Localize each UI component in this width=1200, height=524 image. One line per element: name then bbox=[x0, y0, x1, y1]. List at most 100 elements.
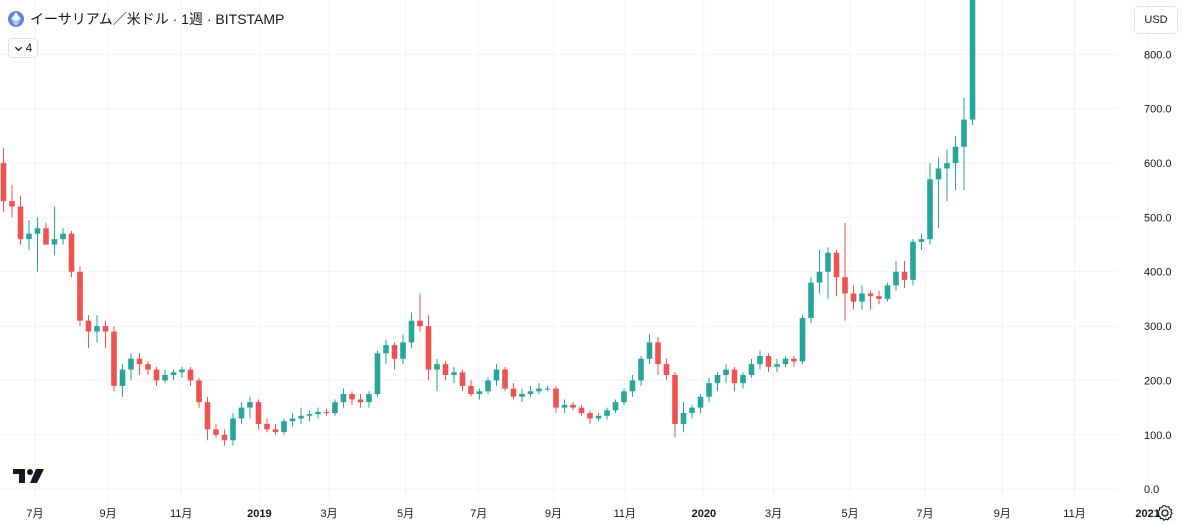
candle[interactable] bbox=[136, 353, 143, 375]
candle[interactable] bbox=[816, 250, 823, 294]
candle[interactable] bbox=[850, 285, 857, 310]
candle[interactable] bbox=[383, 339, 389, 365]
candle[interactable] bbox=[349, 391, 355, 405]
candle[interactable] bbox=[672, 372, 678, 438]
candle[interactable] bbox=[434, 358, 440, 392]
candle[interactable] bbox=[680, 402, 687, 433]
candle[interactable] bbox=[306, 410, 313, 422]
candle[interactable] bbox=[340, 388, 347, 408]
candle[interactable] bbox=[587, 410, 593, 424]
candle[interactable] bbox=[17, 195, 24, 245]
candle[interactable] bbox=[884, 282, 891, 302]
candle[interactable] bbox=[859, 285, 865, 310]
candle[interactable] bbox=[757, 350, 763, 370]
candle[interactable] bbox=[272, 423, 279, 435]
candle[interactable] bbox=[833, 250, 840, 297]
candle[interactable] bbox=[901, 260, 908, 289]
candle[interactable] bbox=[170, 369, 177, 381]
candle[interactable] bbox=[68, 230, 75, 278]
candle[interactable] bbox=[9, 184, 15, 218]
candle[interactable] bbox=[34, 217, 41, 272]
candles[interactable] bbox=[0, 0, 976, 446]
candle[interactable] bbox=[519, 388, 525, 403]
candle[interactable] bbox=[867, 290, 874, 310]
candle[interactable] bbox=[425, 315, 432, 381]
candle[interactable] bbox=[825, 247, 831, 299]
candle[interactable] bbox=[204, 396, 211, 441]
candle[interactable] bbox=[961, 97, 967, 191]
candle[interactable] bbox=[391, 342, 398, 370]
candle[interactable] bbox=[935, 157, 942, 229]
candle[interactable] bbox=[740, 372, 746, 389]
candle[interactable] bbox=[366, 391, 372, 408]
candle[interactable] bbox=[714, 372, 721, 392]
candle[interactable] bbox=[663, 358, 670, 381]
candle[interactable] bbox=[442, 361, 449, 381]
candle[interactable] bbox=[544, 385, 551, 392]
candle[interactable] bbox=[26, 220, 32, 250]
candle[interactable] bbox=[952, 135, 959, 191]
candle[interactable] bbox=[621, 388, 627, 405]
candle[interactable] bbox=[612, 399, 619, 414]
candle[interactable] bbox=[85, 315, 92, 348]
candle[interactable] bbox=[119, 364, 126, 397]
candle[interactable] bbox=[774, 358, 780, 373]
candle[interactable] bbox=[944, 149, 950, 202]
indicators-toggle[interactable]: 4 bbox=[8, 38, 38, 58]
candle[interactable] bbox=[969, 0, 976, 125]
candle[interactable] bbox=[264, 418, 270, 433]
candle[interactable] bbox=[706, 377, 712, 403]
candle[interactable] bbox=[510, 383, 517, 400]
candle[interactable] bbox=[128, 353, 134, 381]
candle[interactable] bbox=[493, 364, 500, 386]
settings-icon[interactable] bbox=[1156, 504, 1174, 522]
candle[interactable] bbox=[731, 366, 738, 392]
currency-button[interactable]: USD bbox=[1134, 6, 1178, 34]
candle[interactable] bbox=[221, 429, 228, 446]
candle[interactable] bbox=[459, 369, 466, 392]
candle[interactable] bbox=[748, 358, 755, 378]
candle[interactable] bbox=[927, 163, 933, 245]
candle[interactable] bbox=[791, 355, 797, 367]
candle[interactable] bbox=[689, 404, 695, 419]
candle[interactable] bbox=[400, 334, 406, 365]
candle[interactable] bbox=[638, 355, 644, 386]
candle[interactable] bbox=[723, 364, 729, 384]
candle[interactable] bbox=[578, 404, 585, 416]
candle[interactable] bbox=[332, 399, 338, 416]
candle[interactable] bbox=[315, 407, 321, 419]
candle[interactable] bbox=[196, 377, 202, 408]
candle[interactable] bbox=[94, 315, 100, 343]
candle[interactable] bbox=[60, 228, 66, 245]
candle[interactable] bbox=[799, 315, 806, 365]
tradingview-logo-icon[interactable] bbox=[12, 466, 46, 486]
candle[interactable] bbox=[527, 385, 534, 397]
candle[interactable] bbox=[646, 334, 653, 365]
candle[interactable] bbox=[553, 385, 559, 414]
candle[interactable] bbox=[561, 399, 568, 414]
candle[interactable] bbox=[298, 407, 304, 424]
candle[interactable] bbox=[374, 350, 381, 397]
candle[interactable] bbox=[468, 380, 474, 397]
candle[interactable] bbox=[604, 407, 610, 420]
candle[interactable] bbox=[476, 388, 483, 400]
candle[interactable] bbox=[570, 402, 576, 411]
price-axis[interactable]: 0.0 100.0 200.0 300.0 400.0 500.0 600.0 700.0 80… bbox=[1144, 49, 1172, 496]
candle[interactable] bbox=[697, 394, 704, 414]
candle[interactable] bbox=[102, 320, 109, 348]
candle[interactable] bbox=[179, 366, 185, 378]
candle[interactable] bbox=[111, 326, 117, 392]
candle[interactable] bbox=[162, 369, 168, 384]
candle[interactable] bbox=[77, 266, 83, 327]
candle[interactable] bbox=[808, 277, 814, 324]
candle[interactable] bbox=[782, 355, 789, 367]
candle[interactable] bbox=[153, 366, 160, 386]
candle[interactable] bbox=[765, 353, 772, 373]
time-axis[interactable]: 7月 9月 11月 2019 3月 5月 7月 9月 11月 2020 3月 5月 7月 9月 11月 202… bbox=[26, 508, 1159, 520]
candle[interactable] bbox=[485, 377, 491, 395]
candle[interactable] bbox=[876, 290, 882, 305]
candle[interactable] bbox=[230, 413, 236, 446]
candle[interactable] bbox=[43, 222, 49, 245]
candle[interactable] bbox=[323, 408, 330, 416]
